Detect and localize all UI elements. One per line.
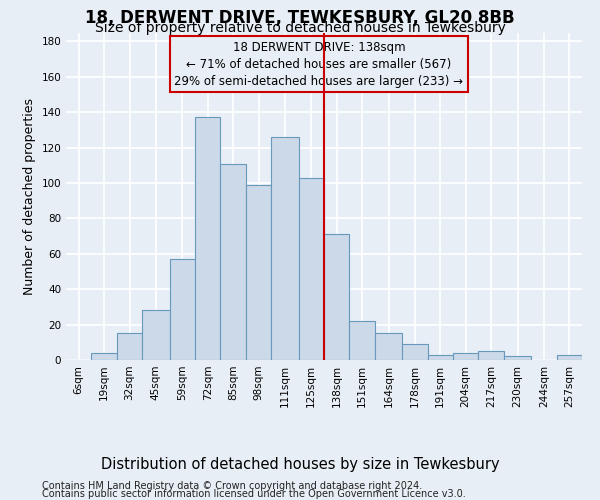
Bar bbox=[299, 178, 324, 360]
Bar bbox=[246, 184, 271, 360]
Text: Distribution of detached houses by size in Tewkesbury: Distribution of detached houses by size … bbox=[101, 458, 499, 472]
Bar bbox=[478, 351, 504, 360]
Bar bbox=[504, 356, 531, 360]
Bar bbox=[117, 334, 142, 360]
Bar bbox=[195, 118, 220, 360]
Text: 18 DERWENT DRIVE: 138sqm
← 71% of detached houses are smaller (567)
29% of semi-: 18 DERWENT DRIVE: 138sqm ← 71% of detach… bbox=[175, 40, 463, 88]
Bar bbox=[453, 353, 478, 360]
Bar bbox=[428, 354, 453, 360]
Bar bbox=[142, 310, 170, 360]
Text: Contains HM Land Registry data © Crown copyright and database right 2024.: Contains HM Land Registry data © Crown c… bbox=[42, 481, 422, 491]
Bar bbox=[375, 334, 402, 360]
Bar bbox=[91, 353, 117, 360]
Bar bbox=[170, 259, 195, 360]
Bar bbox=[557, 354, 582, 360]
Y-axis label: Number of detached properties: Number of detached properties bbox=[23, 98, 36, 294]
Bar bbox=[220, 164, 246, 360]
Bar bbox=[402, 344, 428, 360]
Text: Contains public sector information licensed under the Open Government Licence v3: Contains public sector information licen… bbox=[42, 489, 466, 499]
Bar bbox=[324, 234, 349, 360]
Text: Size of property relative to detached houses in Tewkesbury: Size of property relative to detached ho… bbox=[95, 21, 505, 35]
Text: 18, DERWENT DRIVE, TEWKESBURY, GL20 8BB: 18, DERWENT DRIVE, TEWKESBURY, GL20 8BB bbox=[85, 8, 515, 26]
Bar bbox=[271, 137, 299, 360]
Bar bbox=[349, 321, 375, 360]
